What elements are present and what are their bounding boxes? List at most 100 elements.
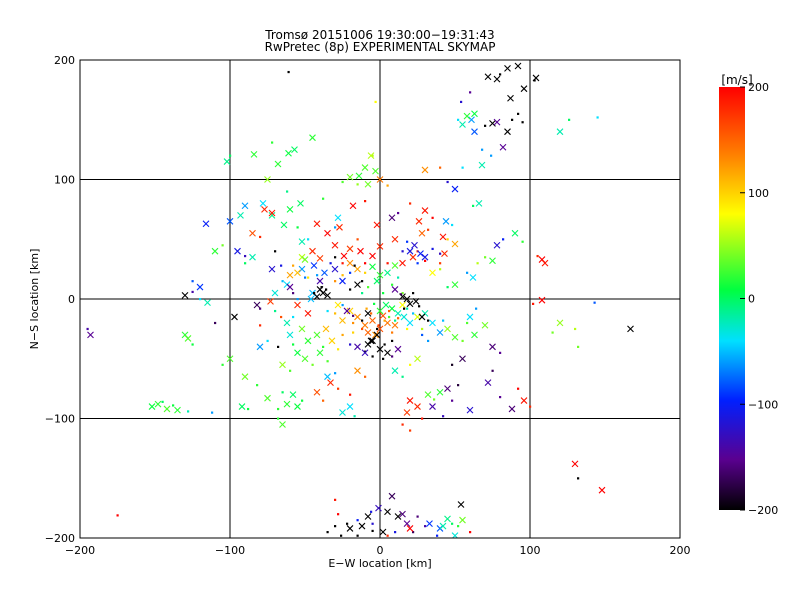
dot-marker [277,345,280,348]
dot-marker [529,405,532,408]
dot-marker [406,327,409,331]
cross-marker [556,128,564,136]
cross-marker [223,158,231,165]
cross-marker [367,152,375,159]
cross-marker [259,200,267,207]
dot-marker [322,197,325,200]
dot-marker [229,154,232,157]
dot-marker [116,514,119,517]
dot-marker [391,331,394,334]
cross-marker [289,391,297,398]
cross-marker [264,394,271,402]
dot-marker [551,331,554,334]
cross-marker [271,289,279,297]
dot-marker [353,415,356,418]
dot-marker [439,166,442,169]
dot-marker [334,525,337,528]
dot-marker [191,343,194,346]
cross-marker [451,333,459,341]
cross-marker [520,85,528,93]
cross-marker [508,405,516,413]
dot-marker [316,274,319,277]
cross-marker [286,271,294,279]
cross-marker [250,151,258,158]
cross-marker [475,200,483,207]
dot-marker [577,477,580,480]
dot-marker [277,417,280,420]
cross-marker [301,256,309,263]
dot-marker [211,411,214,414]
dot-marker [361,319,364,322]
cross-marker [309,247,316,255]
cross-marker [466,313,474,321]
cross-marker [373,331,381,339]
cross-marker [291,146,298,154]
cross-marker [286,205,294,213]
cross-marker [442,217,450,225]
cross-marker [87,331,94,339]
cross-marker [511,229,519,237]
dot-marker [277,407,280,411]
dot-marker [536,254,539,258]
cross-marker [556,319,564,327]
dot-marker [281,280,284,283]
cross-marker [394,309,402,317]
dot-marker [442,415,445,418]
cross-marker [346,173,354,181]
dot-marker [341,303,344,307]
dot-marker [481,148,484,151]
cross-marker [336,223,343,231]
dot-marker [391,355,394,358]
dot-marker [352,321,355,325]
dot-marker [349,271,352,274]
cross-marker [489,119,496,127]
cross-marker [298,238,306,246]
dot-marker [499,395,502,399]
cross-marker [237,211,244,219]
dot-marker [287,70,290,74]
colorbar-tick-label: 100 [748,187,769,200]
dot-marker [320,286,323,289]
cross-marker [174,406,181,414]
cross-marker [429,319,436,327]
dot-marker [416,515,419,518]
cross-marker [406,525,414,532]
dot-marker [349,288,352,291]
cross-marker [471,331,478,339]
dot-marker [460,100,463,104]
dot-marker [574,327,577,331]
dot-marker [349,343,352,346]
cross-marker [324,292,331,299]
chart-title: Tromsø 20151006 19:30:00−19:31:43 [264,28,494,42]
cross-marker [358,522,366,530]
dot-marker [376,327,379,331]
dot-marker [322,345,325,348]
dot-marker [364,375,367,378]
dot-marker [341,333,344,337]
cross-marker [261,205,268,213]
dot-marker [401,292,404,295]
cross-marker [313,388,321,396]
dot-marker [424,259,427,262]
cross-marker [403,520,411,528]
dot-marker [361,292,364,295]
dot-marker [401,423,404,426]
cross-marker [268,265,276,273]
dot-marker [412,312,415,315]
dot-marker [466,321,469,325]
dot-marker [382,357,385,360]
cross-marker [331,265,339,273]
dot-marker [214,321,217,325]
dot-marker [364,271,367,274]
cross-marker [238,403,246,410]
cross-marker [361,321,369,329]
cross-marker [361,349,369,357]
cross-marker [421,166,429,174]
dot-marker [511,118,514,121]
cross-marker [504,64,511,72]
cross-marker [211,247,219,255]
cross-marker [354,313,361,321]
cross-marker [361,164,369,171]
dot-marker [568,118,571,121]
